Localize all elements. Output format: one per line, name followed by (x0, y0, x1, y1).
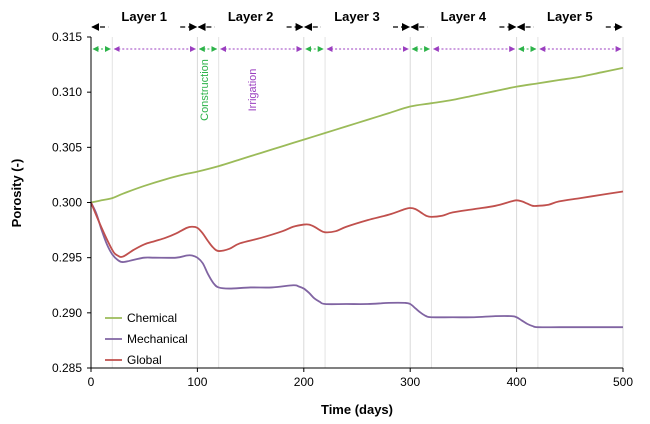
gridlines (196, 37, 624, 368)
y-axis-title: Porosity (-) (9, 159, 24, 228)
y-tick-label: 0.285 (52, 361, 82, 375)
y-tick-label: 0.300 (52, 196, 82, 210)
x-tick-label: 400 (507, 375, 527, 389)
y-tick-label: 0.315 (52, 30, 82, 44)
layer-label: Layer 3 (334, 9, 380, 24)
annotation-irrigation: Irrigation (247, 69, 259, 112)
legend-label-chemical: Chemical (127, 311, 177, 325)
layer-label: Layer 4 (441, 9, 487, 24)
x-tick-label: 300 (400, 375, 420, 389)
legend: Chemical Mechanical Global (105, 311, 188, 367)
legend-label-mechanical: Mechanical (127, 332, 188, 346)
layer-label: Layer 1 (121, 9, 167, 24)
y-tick-label: 0.295 (52, 251, 82, 265)
y-tick-label: 0.305 (52, 140, 82, 154)
x-tick-label: 200 (294, 375, 314, 389)
y-tick-label: 0.290 (52, 306, 82, 320)
layer-label: Layer 5 (547, 9, 593, 24)
x-tick-label: 500 (613, 375, 633, 389)
series-line-global (90, 190, 624, 258)
series-line-chemical (90, 67, 624, 204)
annotation-construction: Construction (199, 59, 211, 121)
layer-arrows: Layer 1 Layer 2 Layer 3 Layer 4 Layer 5 (91, 9, 623, 31)
x-tick-label: 100 (187, 375, 207, 389)
series-lines (90, 67, 624, 329)
series-line-mechanical (90, 202, 623, 329)
x-axis-ticks: 0 100 200 300 400 500 (88, 368, 633, 389)
layer-label: Layer 2 (228, 9, 274, 24)
x-axis-title: Time (days) (321, 402, 393, 417)
y-axis-ticks: 0.285 0.290 0.295 0.300 0.305 0.310 0.315 (52, 30, 91, 375)
legend-label-global: Global (127, 353, 162, 367)
phase-boundaries (111, 37, 539, 368)
y-tick-label: 0.310 (52, 85, 82, 99)
x-tick-label: 0 (88, 375, 95, 389)
annotations: Construction Irrigation (199, 59, 259, 121)
